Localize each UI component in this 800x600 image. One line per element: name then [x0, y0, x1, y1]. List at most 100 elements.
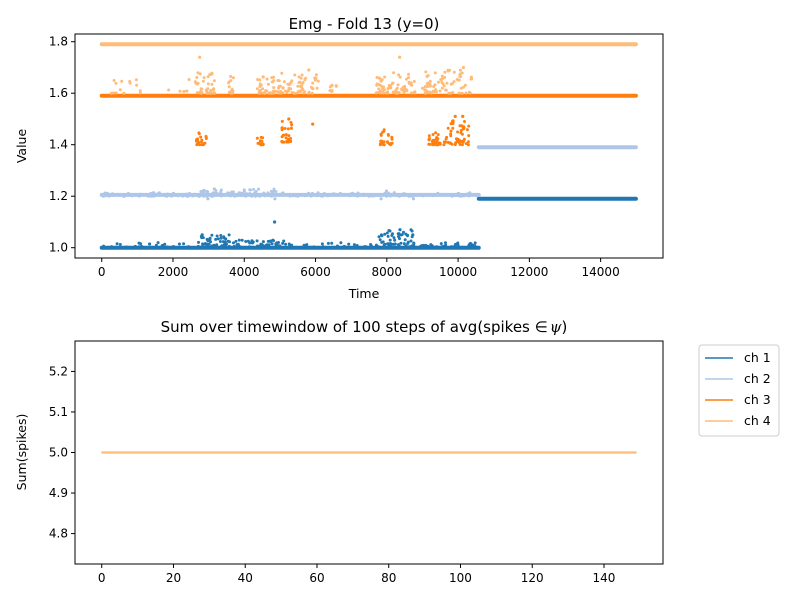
- series-ch2-point: [110, 193, 114, 197]
- series-ch1-point: [326, 241, 330, 245]
- series-ch1-point: [102, 244, 106, 248]
- series-ch3-point: [451, 126, 455, 130]
- series-ch4-point: [459, 68, 462, 72]
- series-ch4-point: [330, 89, 334, 93]
- series-ch1-point: [347, 246, 351, 250]
- series-ch4-point: [409, 82, 413, 86]
- series-ch2-point: [128, 193, 132, 197]
- series-ch4-point: [114, 81, 118, 85]
- series-ch2-point: [274, 190, 278, 193]
- series-ch4-point: [385, 91, 388, 95]
- series-ch1-point: [374, 243, 378, 247]
- series-ch4-point: [195, 76, 199, 79]
- series-ch3-point: [289, 126, 293, 130]
- series-ch2-point: [309, 193, 313, 197]
- series-ch4-point: [375, 83, 379, 87]
- series-ch1-point: [381, 240, 385, 244]
- series-ch1-point: [399, 241, 403, 245]
- series-ch2-point: [212, 187, 216, 191]
- series-ch1-point: [227, 233, 231, 237]
- series-ch2-point: [116, 192, 120, 196]
- series-ch1-point: [385, 231, 389, 235]
- series-ch2-point: [431, 194, 434, 198]
- series-ch2-point: [275, 193, 279, 197]
- series-ch4-point: [194, 81, 198, 85]
- series-ch4-point: [412, 79, 416, 83]
- series-ch1-point: [370, 245, 374, 249]
- series-ch1-point: [259, 242, 263, 246]
- series-ch2-point: [395, 193, 398, 197]
- series-ch3-point: [467, 124, 471, 128]
- series-ch3-point: [465, 128, 469, 132]
- series-ch1-point: [439, 242, 443, 246]
- series-ch4-point: [178, 89, 182, 93]
- series-ch3-point: [436, 133, 440, 137]
- series-ch2-point: [258, 194, 262, 198]
- series-ch4-point: [258, 78, 262, 82]
- series-ch4-point: [292, 91, 296, 95]
- series-ch4-point: [211, 87, 215, 91]
- series-ch2-point: [348, 194, 352, 198]
- series-ch2-point: [326, 194, 330, 198]
- series-ch4-point: [328, 89, 332, 93]
- series-ch4-point: [443, 75, 447, 79]
- series-ch1-point: [362, 246, 366, 250]
- series-ch3-point: [199, 135, 203, 139]
- series-ch1-point: [381, 245, 385, 249]
- series-ch1-point: [409, 239, 413, 243]
- series-ch1-point: [269, 239, 273, 243]
- series-ch2-point: [321, 194, 325, 198]
- series-ch4-point: [375, 76, 379, 79]
- series-ch2-point: [315, 194, 319, 198]
- series-ch3-point: [311, 122, 315, 126]
- series-ch1-point: [262, 244, 265, 248]
- series-ch2-point: [181, 194, 185, 198]
- series-ch4-point: [449, 91, 453, 95]
- series-ch4-point: [138, 89, 142, 93]
- legend-frame: [698, 344, 780, 437]
- series-ch1-point: [220, 244, 224, 248]
- series-ch4-point: [457, 91, 461, 95]
- chart1-ytick-label: 1.6: [49, 86, 68, 100]
- series-ch1-point: [207, 246, 211, 249]
- series-ch3-point: [442, 140, 446, 144]
- series-ch2-point: [219, 190, 223, 194]
- series-ch3-point: [449, 122, 453, 126]
- series-ch4-point: [299, 90, 302, 94]
- series-ch4-point: [272, 91, 275, 95]
- chart2-xtick-label: 60: [309, 571, 324, 585]
- series-ch1-point: [398, 228, 402, 232]
- series-ch1-point: [114, 245, 118, 249]
- series-ch4-point: [379, 84, 383, 88]
- series-ch4-point: [301, 87, 304, 91]
- series-ch1-point: [240, 238, 244, 242]
- chart2-legend: ch 1 ch 2 ch 3 ch 4: [698, 344, 780, 437]
- chart1-axes-frame: [74, 33, 664, 259]
- series-ch1-point: [287, 242, 291, 246]
- series-ch4-point: [311, 87, 315, 91]
- series-ch4-point: [118, 88, 122, 92]
- chart1-y-ticks: 1.0 1.2 1.4 1.6 1.8: [49, 35, 75, 255]
- series-ch1-point: [214, 244, 218, 248]
- series-ch1-point: [140, 244, 144, 248]
- series-ch1-point: [215, 234, 219, 238]
- series-ch2-point: [105, 191, 109, 195]
- chart2-xtick-label: 80: [381, 571, 396, 585]
- series-ch3-point: [204, 137, 208, 140]
- series-ch1-point: [461, 245, 465, 249]
- series-ch1-point: [125, 245, 129, 249]
- series-ch1: [99, 196, 638, 250]
- series-ch1-point: [312, 245, 316, 249]
- series-ch3-point: [382, 143, 386, 147]
- series-ch1-point: [134, 245, 138, 249]
- series-ch2-point: [237, 191, 241, 195]
- series-ch4-point: [284, 89, 287, 93]
- series-ch4-point: [425, 89, 429, 93]
- series-ch4-point: [382, 85, 385, 89]
- legend-label-ch1: ch 1: [744, 350, 771, 365]
- series-ch4-point: [295, 91, 299, 95]
- series-ch2-point: [231, 190, 235, 194]
- series-ch1-point: [201, 243, 205, 247]
- series-ch1-point: [216, 237, 220, 241]
- series-ch3-point: [197, 132, 201, 136]
